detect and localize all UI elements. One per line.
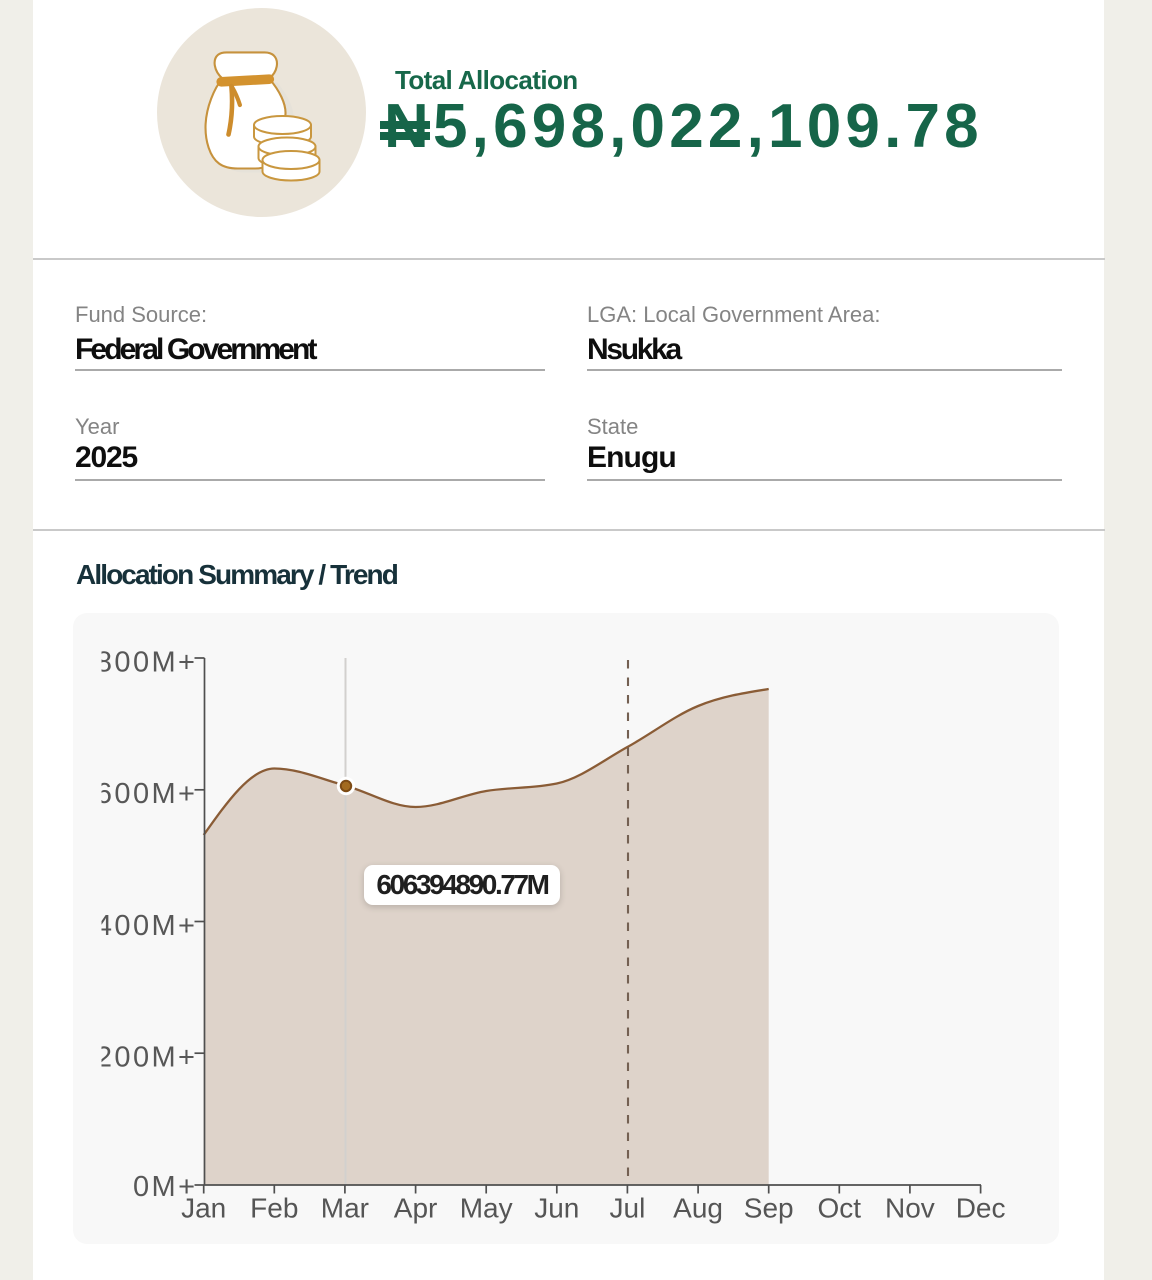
svg-text:Aug: Aug bbox=[673, 1193, 723, 1224]
svg-text:600M+: 600M+ bbox=[96, 778, 197, 810]
svg-text:Nov: Nov bbox=[885, 1193, 935, 1224]
svg-text:0M+: 0M+ bbox=[133, 1171, 197, 1203]
svg-text:200M+: 200M+ bbox=[96, 1042, 197, 1074]
svg-text:May: May bbox=[460, 1193, 513, 1224]
svg-text:Jun: Jun bbox=[534, 1193, 579, 1224]
svg-text:Sep: Sep bbox=[744, 1193, 794, 1224]
svg-text:Mar: Mar bbox=[321, 1193, 369, 1224]
svg-text:Jul: Jul bbox=[610, 1193, 646, 1224]
svg-text:Jan: Jan bbox=[181, 1193, 226, 1224]
svg-text:Apr: Apr bbox=[394, 1193, 438, 1224]
svg-text:800M+: 800M+ bbox=[96, 646, 197, 678]
svg-text:Dec: Dec bbox=[956, 1193, 1006, 1224]
svg-text:Feb: Feb bbox=[250, 1193, 298, 1224]
svg-text:Oct: Oct bbox=[818, 1193, 862, 1224]
svg-text:400M+: 400M+ bbox=[96, 910, 197, 942]
